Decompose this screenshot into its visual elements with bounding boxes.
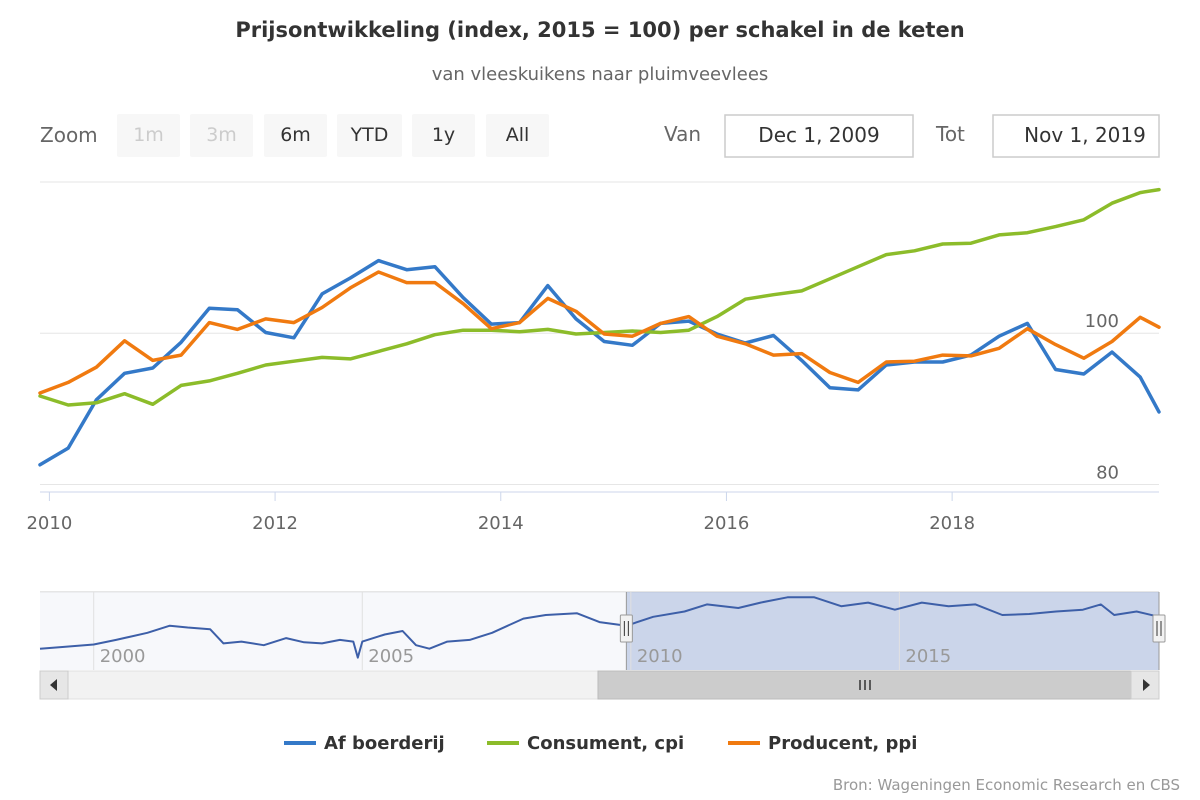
grip-icon [859, 680, 871, 690]
chart-title: Prijsontwikkeling (index, 2015 = 100) pe… [235, 18, 964, 42]
y-tick-label: 100 [1085, 311, 1119, 332]
x-tick-label: 2016 [704, 513, 750, 534]
chart-subtitle: van vleeskuikens naar pluimveevlees [432, 64, 769, 85]
zoom-button-bg[interactable] [190, 114, 253, 157]
series-line-af-boerderij[interactable] [38, 258, 1161, 467]
zoom-button-all[interactable]: All [486, 114, 549, 157]
navigator-tick-label: 2005 [368, 646, 414, 667]
handle-body[interactable] [1152, 614, 1166, 643]
zoom-button-label: YTD [350, 124, 389, 146]
handle-body[interactable] [619, 614, 633, 643]
series-group [38, 187, 1161, 467]
y-tick-label: 80 [1096, 462, 1119, 483]
navigator-tick-label: 2010 [637, 646, 683, 667]
range-selector: Zoom 1m 3m 6m YTD 1y All Van Dec 1, 2009 Tot … [40, 114, 1160, 158]
zoom-button-bg[interactable] [337, 114, 402, 157]
zoom-button-6m[interactable]: 6m [264, 114, 327, 157]
to-label: Tot [935, 122, 965, 146]
series-line-producent-ppi[interactable] [38, 270, 1161, 395]
navigator-series-line [39, 596, 1160, 659]
zoom-button-bg[interactable] [117, 114, 180, 157]
zoom-label: Zoom [40, 123, 98, 147]
arrow-right-icon [1143, 679, 1150, 691]
navigator-handle-right[interactable] [1152, 614, 1166, 643]
credits[interactable]: Bron: Wageningen Economic Research en CB… [833, 776, 1180, 794]
zoom-button-label: 1m [133, 124, 164, 146]
from-date-value: Dec 1, 2009 [758, 123, 879, 147]
scrollbar[interactable] [39, 670, 1160, 700]
zoom-button-label: 3m [206, 124, 237, 146]
x-tick-label: 2018 [929, 513, 975, 534]
legend-item-producent-ppi[interactable]: Producent, ppi [728, 733, 917, 754]
legend: Af boerderij Consument, cpi Producent, ppi [284, 733, 917, 754]
navigator-tick-label: 2000 [100, 646, 146, 667]
zoom-button-label: All [506, 124, 530, 146]
from-date-input[interactable] [724, 114, 914, 158]
zoom-button-label: 1y [432, 124, 455, 146]
scrollbar-thumb[interactable] [597, 670, 1132, 700]
x-tick-label: 2012 [252, 513, 298, 534]
zoom-button-ytd[interactable]: YTD [337, 114, 402, 157]
legend-label: Consument, cpi [527, 733, 684, 754]
legend-label: Af boerderij [324, 733, 445, 754]
x-axis: 2010 2012 2014 2016 2018 [26, 491, 1159, 534]
navigator-tick-label: 2015 [905, 646, 951, 667]
x-tick-label: 2010 [26, 513, 72, 534]
zoom-button-bg[interactable] [264, 114, 327, 157]
legend-label: Producent, ppi [768, 733, 917, 754]
zoom-button-label: 6m [280, 124, 311, 146]
legend-item-af-boerderij[interactable]: Af boerderij [284, 733, 445, 754]
zoom-button-1m[interactable]: 1m [117, 114, 180, 157]
x-tick-label: 2014 [478, 513, 524, 534]
zoom-button-bg[interactable] [486, 114, 549, 157]
zoom-button-bg[interactable] [412, 114, 475, 157]
zoom-button-3m[interactable]: 3m [190, 114, 253, 157]
to-date-value: Nov 1, 2019 [1024, 123, 1146, 147]
series-line-consument-cpi[interactable] [38, 187, 1161, 407]
legend-item-consument-cpi[interactable]: Consument, cpi [487, 733, 684, 754]
zoom-button-1y[interactable]: 1y [412, 114, 475, 157]
navigator[interactable]: 2000 2005 2010 2015 [39, 591, 1166, 670]
arrow-left-icon [50, 679, 57, 691]
to-date-input[interactable] [992, 114, 1160, 158]
from-label: Van [664, 122, 701, 146]
zoom-buttons: 1m 3m 6m YTD 1y All [117, 114, 549, 157]
navigator-handle-left[interactable] [619, 614, 633, 643]
y-axis-labels: 80 100 [1085, 311, 1119, 483]
